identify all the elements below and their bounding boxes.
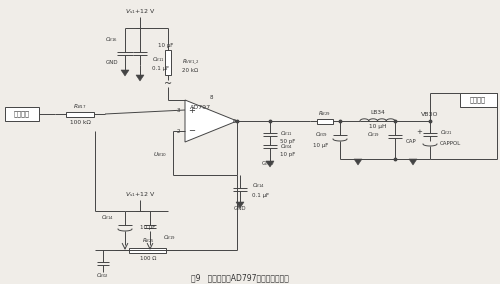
Text: 10 µF: 10 µF: [158, 43, 174, 47]
Bar: [5, 107, 39, 121]
Text: $V_{s1}$+12 V: $V_{s1}$+12 V: [124, 191, 156, 199]
Polygon shape: [354, 159, 362, 165]
Text: $C_{B11}$: $C_{B11}$: [280, 130, 293, 139]
Bar: [460, 93, 497, 107]
Polygon shape: [121, 70, 129, 76]
Text: CAP: CAP: [406, 139, 416, 143]
Text: $C_{B16}$: $C_{B16}$: [106, 36, 118, 45]
Text: LB34: LB34: [370, 110, 386, 114]
Text: 电压输出: 电压输出: [470, 97, 486, 103]
Text: 50 pF: 50 pF: [280, 139, 295, 143]
Text: 10 pF: 10 pF: [280, 151, 295, 156]
Bar: [66, 112, 94, 116]
Text: $U_{B10}$: $U_{B10}$: [153, 151, 167, 159]
Text: 100 Ω: 100 Ω: [140, 256, 156, 260]
Text: 3: 3: [176, 108, 180, 112]
Text: $C_{B02}$: $C_{B02}$: [96, 272, 110, 281]
Text: $C_{B11}$: $C_{B11}$: [152, 56, 165, 64]
Text: $C_{B21}$: $C_{B21}$: [440, 129, 453, 137]
Text: $R_{B17}$: $R_{B17}$: [73, 103, 87, 111]
Text: +: +: [188, 105, 196, 114]
Text: $V_{s1}$+12 V: $V_{s1}$+12 V: [124, 8, 156, 16]
Polygon shape: [236, 202, 244, 208]
Text: 10 µH: 10 µH: [369, 124, 387, 128]
Text: $C_{B19}$: $C_{B19}$: [163, 233, 176, 243]
Bar: [165, 50, 171, 75]
Text: 8: 8: [209, 95, 213, 99]
Polygon shape: [409, 159, 417, 165]
Text: GND: GND: [106, 60, 118, 64]
Text: 0.1 µF: 0.1 µF: [152, 66, 169, 70]
Text: CAPPOL: CAPPOL: [440, 141, 461, 145]
Text: $R_{B29}$: $R_{B29}$: [318, 110, 332, 118]
Text: 2: 2: [176, 128, 180, 133]
Polygon shape: [185, 100, 237, 142]
Text: 10 µF: 10 µF: [140, 225, 156, 231]
Text: 100 kΩ: 100 kΩ: [70, 120, 90, 124]
Polygon shape: [136, 75, 144, 81]
Text: VB3O: VB3O: [421, 112, 439, 116]
Text: $R_{VB1\_2}$: $R_{VB1\_2}$: [182, 58, 200, 66]
Text: $C_{B19}$: $C_{B19}$: [367, 131, 380, 139]
Text: $C_{B14}$: $C_{B14}$: [101, 214, 114, 222]
Text: 0.1 µF: 0.1 µF: [252, 193, 269, 199]
Polygon shape: [266, 161, 274, 167]
Text: $R_{B25}$: $R_{B25}$: [142, 237, 154, 245]
Text: GND: GND: [234, 206, 246, 210]
Text: GND: GND: [262, 160, 274, 166]
Bar: [130, 247, 166, 252]
Text: +: +: [416, 129, 422, 135]
Text: $C_{B14}$: $C_{B14}$: [252, 181, 265, 191]
Text: −: −: [188, 126, 196, 135]
Text: $C_{B04}$: $C_{B04}$: [280, 143, 293, 151]
Text: $C_{B09}$: $C_{B09}$: [315, 131, 328, 139]
Text: 10 µF: 10 µF: [312, 143, 328, 147]
Bar: [316, 118, 334, 124]
Text: 图9   运算放大器AD797组成的射随电路: 图9 运算放大器AD797组成的射随电路: [191, 273, 289, 283]
Text: ~: ~: [164, 79, 172, 89]
Text: 电压输入: 电压输入: [14, 111, 30, 117]
Text: AD797: AD797: [190, 105, 212, 110]
Text: 20 kΩ: 20 kΩ: [182, 68, 198, 72]
Text: 6: 6: [233, 118, 236, 124]
